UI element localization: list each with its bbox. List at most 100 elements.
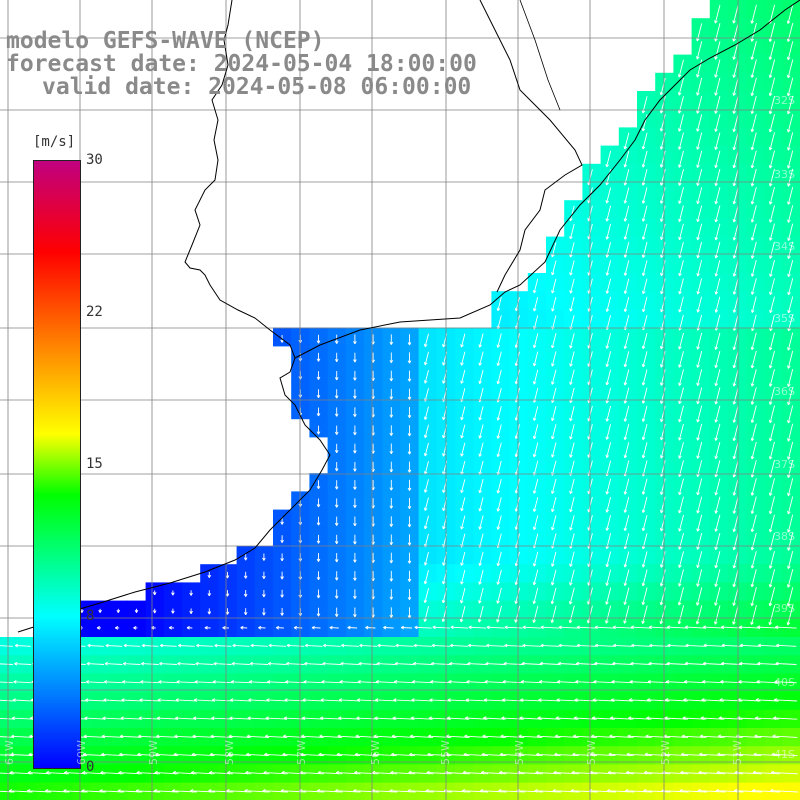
wind-arrow [103,698,123,702]
wind-arrow [685,643,706,648]
wind-arrow [389,570,394,582]
wind-arrow [659,587,666,606]
coastline [17,0,331,633]
wind-arrow [665,679,688,684]
wind-arrow [522,643,542,648]
wind-arrow [787,532,794,551]
wind-arrow [407,388,412,400]
wind-arrow [375,698,397,702]
wind-arrow [11,734,33,739]
wind-arrow [641,260,648,277]
wind-arrow [641,423,648,441]
wind-arrow [714,260,721,277]
wind-arrow [623,205,630,222]
wind-arrow [714,241,721,259]
wind-arrow [571,770,598,775]
wind-arrow [353,480,357,490]
wind-arrow [628,698,652,702]
wind-arrow [414,625,432,630]
wind-arrow [612,661,633,666]
wind-arrow [540,625,560,630]
wind-arrow [750,4,757,24]
wind-arrow [623,187,630,204]
wind-arrow [357,698,378,702]
wind-arrow [644,770,671,775]
colorbar-tick-0: 0 [86,759,95,775]
wind-arrow [365,625,376,630]
wind-arrow [501,716,524,720]
wind-arrow [752,788,780,793]
wind-arrow [176,680,196,684]
wind-arrow [316,334,321,344]
wind-arrow [502,698,524,702]
wind-arrow [786,568,794,588]
wind-arrow [319,734,342,739]
wind-arrow [189,608,193,615]
wind-arrow [695,587,703,606]
wind-arrow [717,752,744,757]
wind-arrow [196,643,214,648]
wind-arrow [623,587,630,605]
wind-arrow [575,679,597,684]
wind-arrow [732,441,739,460]
wind-arrow [696,241,703,259]
wind-arrow [359,643,378,648]
wind-arrow [678,260,684,277]
wind-arrow [232,643,250,648]
wind-arrow [681,752,707,757]
wind-arrow [357,679,378,684]
wind-arrow [193,698,214,702]
wind-arrow [102,716,124,721]
wind-arrow [520,698,542,702]
wind-arrow [503,661,524,666]
wind-arrow [732,132,739,151]
wind-arrow [768,95,776,115]
wind-arrow [207,590,212,597]
wind-arrow [449,661,469,666]
wind-arrow [659,423,666,441]
wind-arrow [316,389,321,399]
wind-arrow [769,259,775,277]
wind-arrow [389,461,394,473]
wind-arrow [750,532,757,551]
wind-arrow [122,661,141,666]
wind-arrow [787,550,794,569]
wind-arrow [262,608,266,616]
wind-arrow [574,698,597,702]
wind-arrow [666,625,688,630]
wind-arrow [355,734,379,739]
wind-arrow [486,643,505,648]
wind-arrow [714,405,721,423]
wind-arrow [407,407,412,419]
wind-arrow [120,716,142,721]
wind-arrow [568,587,575,605]
wind-arrow [569,223,575,240]
wind-arrow [678,569,684,587]
lat-label: 36S [774,385,795,398]
wind-arrow [605,551,612,568]
wind-arrow [174,734,197,739]
wind-arrow [768,496,775,515]
wind-arrow [786,114,794,133]
wind-arrow [133,626,138,630]
wind-arrow [623,242,630,258]
wind-arrow [775,625,797,629]
wind-arrow [641,514,648,532]
wind-arrow [715,788,744,793]
wind-arrow [86,661,105,666]
wind-arrow [389,334,394,345]
wind-arrow [750,150,757,169]
wind-arrow [696,350,703,368]
wind-arrow [407,552,412,564]
wind-arrow [714,551,721,569]
wind-arrow [787,387,794,406]
wind-arrow [207,572,212,578]
wind-arrow [304,643,323,648]
wind-arrow [551,515,557,531]
wind-arrow [750,132,757,151]
wind-arrow [316,352,321,362]
wind-arrow [353,461,357,472]
wind-arrow [641,223,648,240]
wind-arrow [353,425,357,436]
